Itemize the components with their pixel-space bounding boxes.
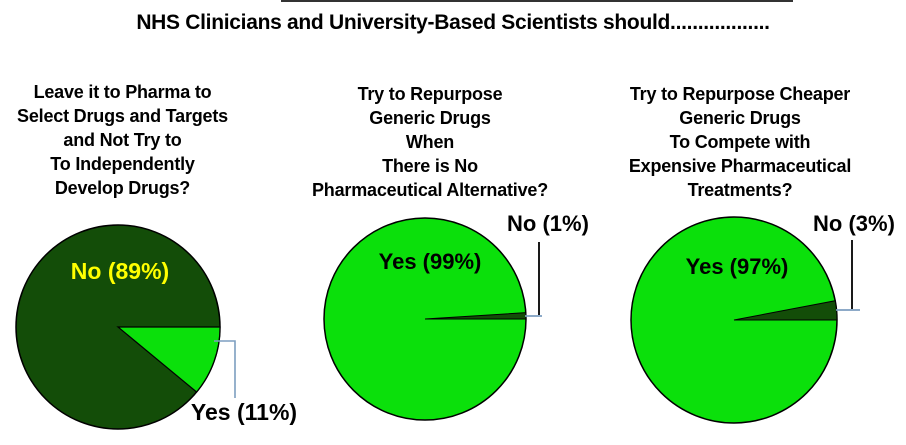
chart1-question: Leave it to Pharma to Select Drugs and T… [17,82,228,198]
top-divider-line [281,0,793,2]
chart2-label-yes: Yes (99%) [378,249,482,274]
chart3-question: Try to Repurpose Cheaper Generic Drugs T… [628,84,852,200]
chart1-minority-slice [116,326,221,393]
chart1-callout-line [214,340,236,398]
chart1-label-yes: Yes (11%) [190,399,298,425]
chart1-pie [15,224,236,430]
chart3-label-yes: Yes (97%) [685,254,789,279]
chart2-pie [323,217,542,421]
chart2-label-no: No (1%) [507,211,589,236]
chart3-label-no: No (3%) [813,211,895,236]
chart2-question: Try to Repurpose Generic Drugs When Ther… [311,84,549,200]
chart3-pie [630,216,860,424]
page-title: NHS Clinicians and University-Based Scie… [136,11,770,34]
chart1-label-no: No (89%) [70,258,170,284]
